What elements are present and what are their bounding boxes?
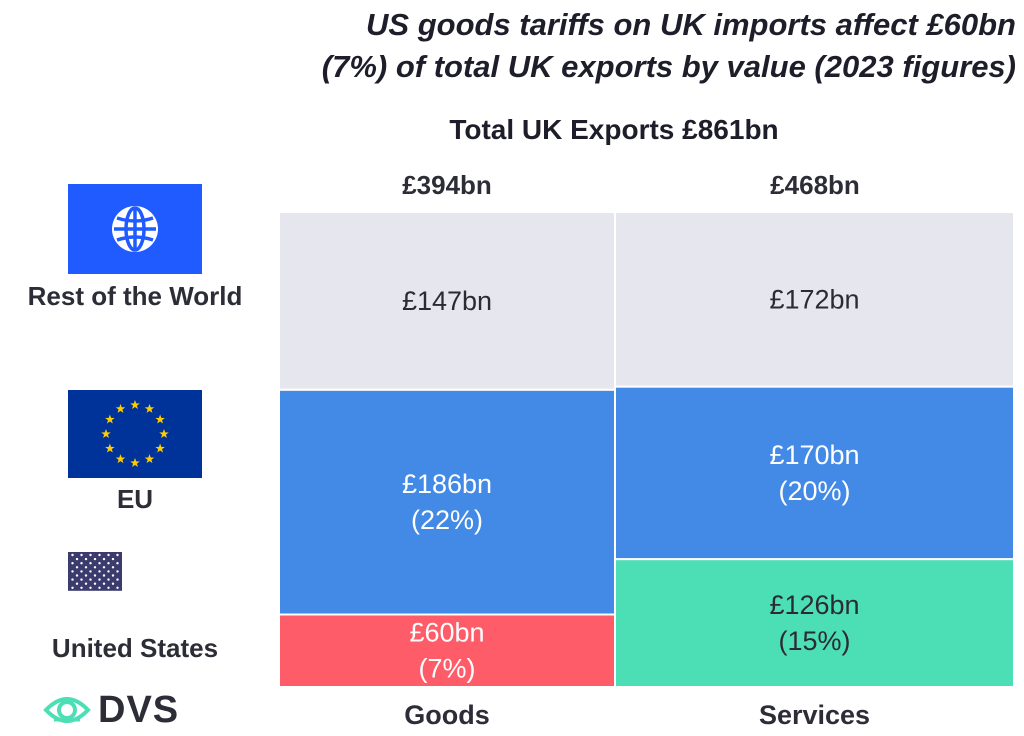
eu-flag-icon <box>68 390 202 478</box>
data-label-services-eu-0: £170bn <box>769 440 859 470</box>
segment-services-united-states <box>614 558 1015 688</box>
data-label-services-eu-1: (20%) <box>778 476 850 506</box>
legend-item-united-states <box>0 552 270 624</box>
data-label-goods-rest-of-the-world-0: £147bn <box>402 286 492 316</box>
us-flag-icon <box>68 552 122 591</box>
goods-total-label: £394bn <box>402 170 492 200</box>
data-label-services-rest-of-the-world-0: £172bn <box>769 284 859 314</box>
segment-services-eu <box>614 385 1015 561</box>
category-label-services: Services <box>759 700 870 730</box>
category-label-goods: Goods <box>404 700 490 730</box>
data-label-services-united-states-1: (15%) <box>778 626 850 656</box>
segment-goods-united-states <box>278 613 616 688</box>
segment-services-rest-of-the-world <box>614 211 1015 388</box>
legend-label-united-states: United States <box>51 633 219 663</box>
dvs-logo: DVS <box>42 688 180 731</box>
logo-text: DVS <box>98 688 180 731</box>
globe-icon <box>68 184 202 274</box>
services-total-label: £468bn <box>770 170 860 200</box>
legend-label-rest-of-world: Rest of the World <box>27 281 243 311</box>
legend-label-eu: EU <box>116 484 154 514</box>
chart-subtitle: Total UK Exports £861bn <box>449 114 779 145</box>
chart-title-line-1: US goods tariffs on UK imports affect £6… <box>366 7 1016 42</box>
chart-title-line-2: (7%) of total UK exports by value (2023 … <box>321 49 1016 84</box>
legend-item-rest-of-world <box>0 184 270 274</box>
data-label-services-united-states-0: £126bn <box>769 590 859 620</box>
data-label-goods-eu-0: £186bn <box>402 469 492 499</box>
legend-item-eu <box>0 390 270 478</box>
segment-goods-eu <box>278 388 616 616</box>
segment-goods-rest-of-the-world <box>278 211 616 391</box>
chart-title: US goods tariffs on UK imports affect £6… <box>250 4 1016 88</box>
eye-logo-icon <box>43 697 91 723</box>
data-label-goods-united-states-0: £60bn <box>409 618 484 648</box>
data-label-goods-united-states-1: (7%) <box>418 654 475 684</box>
data-label-goods-eu-1: (22%) <box>411 505 483 535</box>
